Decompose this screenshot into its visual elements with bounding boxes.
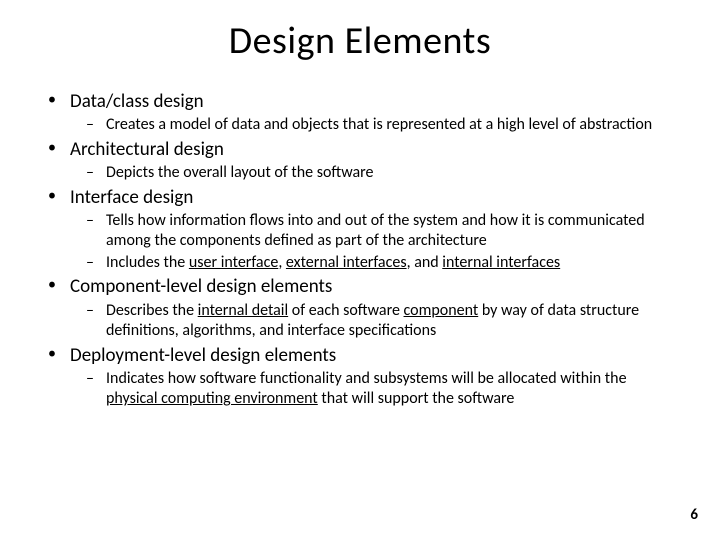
text-segment: Includes the: [106, 253, 189, 272]
sub-list: Tells how information flows into and out…: [70, 211, 680, 273]
text-segment: ,: [278, 253, 286, 272]
text-segment: component: [404, 301, 479, 320]
text-segment: that will support the software: [318, 389, 515, 408]
slide-title: Design Elements: [40, 18, 680, 64]
list-item-label: Data/class design: [70, 90, 204, 113]
list-item-label: Deployment-level design elements: [70, 344, 336, 367]
text-segment: user interface: [189, 253, 278, 272]
list-item: Architectural design Depicts the overall …: [40, 138, 680, 184]
page-number: 6: [690, 506, 698, 524]
sub-list: Indicates how software functionality and…: [70, 369, 680, 410]
text-segment: internal detail: [198, 301, 288, 320]
text-segment: , and: [407, 253, 443, 272]
list-item-label: Interface design: [70, 186, 193, 209]
text-segment: Tells how information flows into and out…: [106, 211, 645, 250]
text-segment: physical computing environment: [106, 389, 318, 408]
sub-list-item: Includes the user interface, external in…: [70, 253, 680, 273]
text-segment: Creates a model of data and objects that…: [106, 115, 652, 134]
text-segment: internal interfaces: [442, 253, 560, 272]
sub-list-item: Depicts the overall layout of the softwa…: [70, 163, 680, 183]
list-item: Data/class design Creates a model of data…: [40, 90, 680, 136]
text-segment: Indicates how software functionality and…: [106, 369, 627, 388]
text-segment: Describes the: [106, 301, 198, 320]
sub-list: Creates a model of data and objects that…: [70, 115, 680, 135]
text-segment: Depicts the overall layout of the softwa…: [106, 163, 374, 182]
list-item: Deployment-level design elements Indicate…: [40, 344, 680, 410]
list-item: Interface designTells how information fl…: [40, 186, 680, 274]
sub-list: Depicts the overall layout of the softwa…: [70, 163, 680, 183]
sub-list-item: Describes the internal detail of each so…: [70, 301, 680, 342]
slide-content: Data/class design Creates a model of data…: [40, 90, 680, 410]
list-item-label: Architectural design: [70, 138, 224, 161]
sub-list-item: Indicates how software functionality and…: [70, 369, 680, 410]
list-item: Component-level design elements Describes…: [40, 275, 680, 341]
slide: Design Elements Data/class design Creates…: [0, 0, 720, 540]
text-segment: external interfaces: [286, 253, 407, 272]
bullet-list: Data/class design Creates a model of data…: [40, 90, 680, 410]
sub-list-item: Creates a model of data and objects that…: [70, 115, 680, 135]
sub-list: Describes the internal detail of each so…: [70, 301, 680, 342]
text-segment: of each software: [288, 301, 403, 320]
sub-list-item: Tells how information flows into and out…: [70, 211, 680, 252]
list-item-label: Component-level design elements: [70, 275, 332, 298]
